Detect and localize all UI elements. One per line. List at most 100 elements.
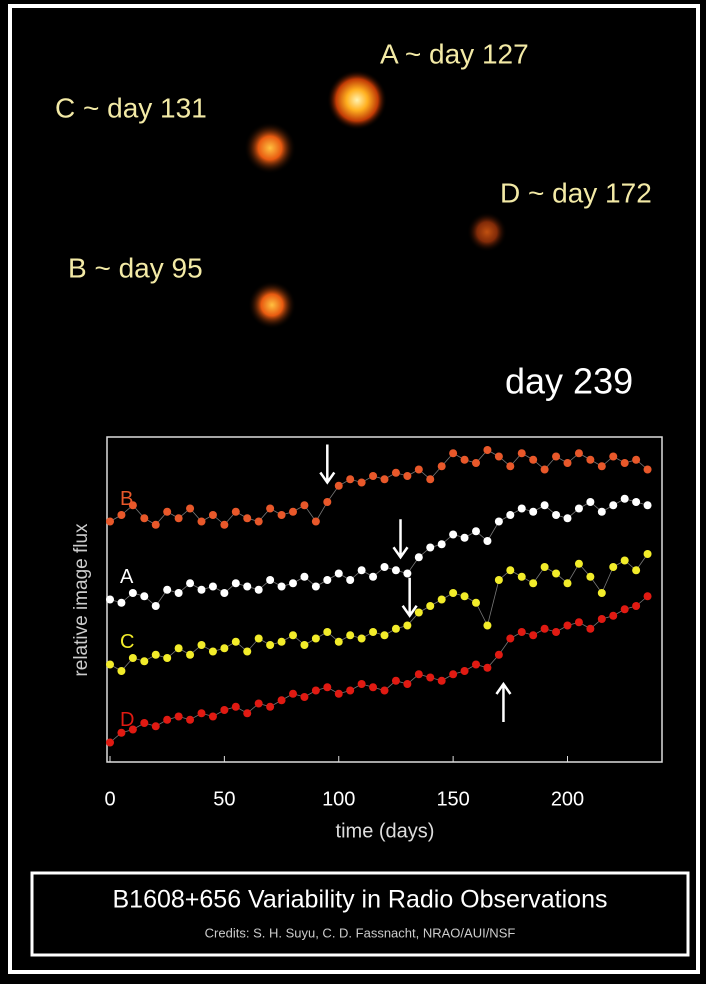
data-point (186, 715, 195, 724)
data-point (597, 507, 606, 516)
data-point (231, 637, 240, 646)
data-point (277, 696, 286, 705)
data-point (483, 663, 492, 672)
data-point (277, 637, 286, 646)
data-point (620, 494, 629, 503)
data-point (266, 702, 275, 711)
series-label: C (120, 631, 134, 653)
data-point (552, 511, 561, 519)
data-point (437, 676, 446, 685)
data-point (632, 498, 641, 506)
data-point (552, 628, 561, 636)
data-point (323, 628, 332, 636)
arrow (392, 519, 409, 560)
data-point (414, 670, 423, 679)
data-point (643, 592, 652, 601)
data-point (426, 475, 435, 484)
data-point (529, 579, 538, 588)
image-label: B ~ day 95 (68, 252, 203, 283)
data-point (574, 618, 583, 627)
x-tick-label: 50 (213, 788, 235, 810)
data-point (334, 689, 343, 698)
data-point (311, 686, 320, 695)
data-point (346, 475, 355, 484)
image-a (327, 70, 387, 130)
data-point (346, 686, 355, 695)
image-d (467, 212, 507, 252)
data-point (220, 520, 229, 529)
data-point (163, 507, 172, 516)
data-point (369, 472, 378, 480)
data-point (266, 576, 275, 584)
data-point (380, 563, 389, 571)
data-point (403, 472, 412, 480)
data-point (483, 621, 492, 630)
series-label: D (120, 709, 134, 731)
series-label: B (120, 488, 133, 510)
data-point (106, 738, 114, 747)
data-point (540, 501, 549, 510)
data-point (437, 462, 446, 471)
data-point (208, 712, 217, 721)
data-point (506, 634, 515, 643)
data-point (266, 641, 275, 649)
data-point (163, 585, 172, 594)
caption-box (30, 871, 690, 957)
data-point (186, 504, 195, 513)
data-point (208, 582, 217, 591)
data-point (128, 725, 137, 734)
data-point (632, 602, 641, 610)
data-point (620, 459, 629, 467)
data-point (197, 585, 206, 594)
data-point (369, 628, 378, 636)
data-point (140, 592, 149, 601)
data-point (529, 507, 538, 516)
data-point (597, 589, 606, 597)
data-point (597, 615, 606, 623)
x-tick-label: 0 (104, 788, 115, 810)
data-point (380, 631, 389, 640)
data-point (506, 511, 515, 519)
data-point (620, 556, 629, 565)
data-point (460, 592, 469, 601)
data-point (334, 637, 343, 646)
data-point (414, 465, 423, 474)
data-point (552, 452, 561, 461)
data-point (300, 501, 309, 510)
data-point (426, 543, 435, 552)
data-point (529, 455, 538, 464)
data-point (174, 514, 183, 523)
data-point (106, 660, 114, 669)
image-label: A ~ day 127 (380, 38, 529, 69)
data-point (506, 462, 515, 471)
data-point (186, 579, 195, 588)
data-point (391, 676, 400, 685)
data-point (449, 589, 458, 597)
data-point (128, 589, 137, 597)
data-point (414, 553, 423, 562)
data-point (151, 520, 160, 529)
data-point (311, 634, 320, 643)
data-point (563, 514, 572, 523)
data-point (494, 452, 503, 461)
data-point (369, 572, 378, 581)
data-point (369, 683, 378, 692)
data-point (574, 559, 583, 568)
data-point (311, 517, 320, 526)
data-point (163, 654, 172, 662)
data-point (483, 537, 492, 545)
data-point (231, 702, 240, 711)
data-point (243, 582, 252, 591)
data-point (574, 504, 583, 513)
data-point (334, 481, 343, 490)
data-point (128, 501, 137, 510)
data-point (586, 498, 595, 506)
data-point (357, 680, 366, 688)
data-point (517, 572, 526, 581)
data-point (254, 634, 263, 643)
data-point (426, 602, 435, 610)
data-point (563, 621, 572, 630)
data-point (380, 686, 389, 695)
data-point (346, 576, 355, 584)
data-point (220, 589, 229, 597)
